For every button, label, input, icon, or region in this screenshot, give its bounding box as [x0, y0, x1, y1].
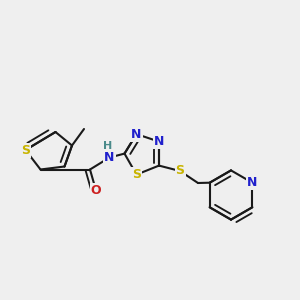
Text: N: N: [104, 151, 115, 164]
Text: H: H: [103, 141, 112, 151]
Text: N: N: [154, 135, 164, 148]
Text: O: O: [91, 184, 101, 197]
Text: S: S: [21, 143, 30, 157]
Text: N: N: [247, 176, 257, 189]
Text: N: N: [131, 128, 142, 141]
Text: S: S: [132, 168, 141, 181]
Text: S: S: [176, 164, 184, 178]
